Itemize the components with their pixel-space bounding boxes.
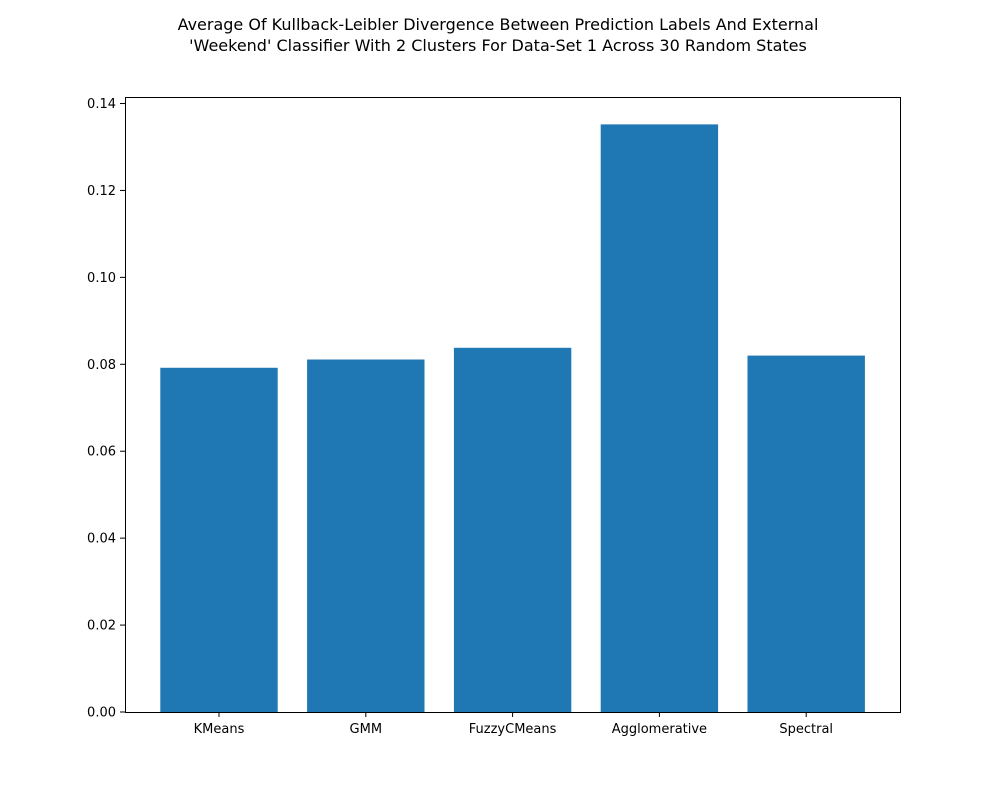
plot-frame [125,97,901,713]
x-tick-label: KMeans [194,722,245,737]
bars-group [160,124,865,713]
y-tick-label: 0.10 [87,271,116,286]
bar-agglomerative [600,124,719,713]
y-tick-label: 0.00 [87,706,116,721]
x-tick-label: FuzzyCMeans [469,722,557,737]
y-tick-label: 0.08 [87,358,116,373]
y-tick-label: 0.06 [87,445,116,460]
bar-fuzzycmeans [453,347,572,712]
bar-gmm [307,359,425,712]
bar-spectral [747,355,865,712]
y-tick-label: 0.14 [87,97,116,112]
x-axis: KMeans GMM FuzzyCMeans Agglomerative Spectra… [194,712,833,737]
chart-title-line-2: 'Weekend' Classifier With 2 Clusters For… [189,36,807,55]
y-tick-label: 0.12 [87,184,116,199]
x-tick-label: Spectral [779,722,833,737]
y-tick-label: 0.02 [87,619,116,634]
y-axis: 0.00 0.02 0.04 0.06 0.08 0.10 0.12 0.14 [87,97,125,721]
x-tick-label: GMM [350,722,383,737]
chart-title-line-1: Average Of Kullback-Leibler Divergence B… [178,15,819,34]
bar-kmeans [160,367,278,712]
y-tick-label: 0.04 [87,532,116,547]
x-tick-label: Agglomerative [612,722,707,737]
